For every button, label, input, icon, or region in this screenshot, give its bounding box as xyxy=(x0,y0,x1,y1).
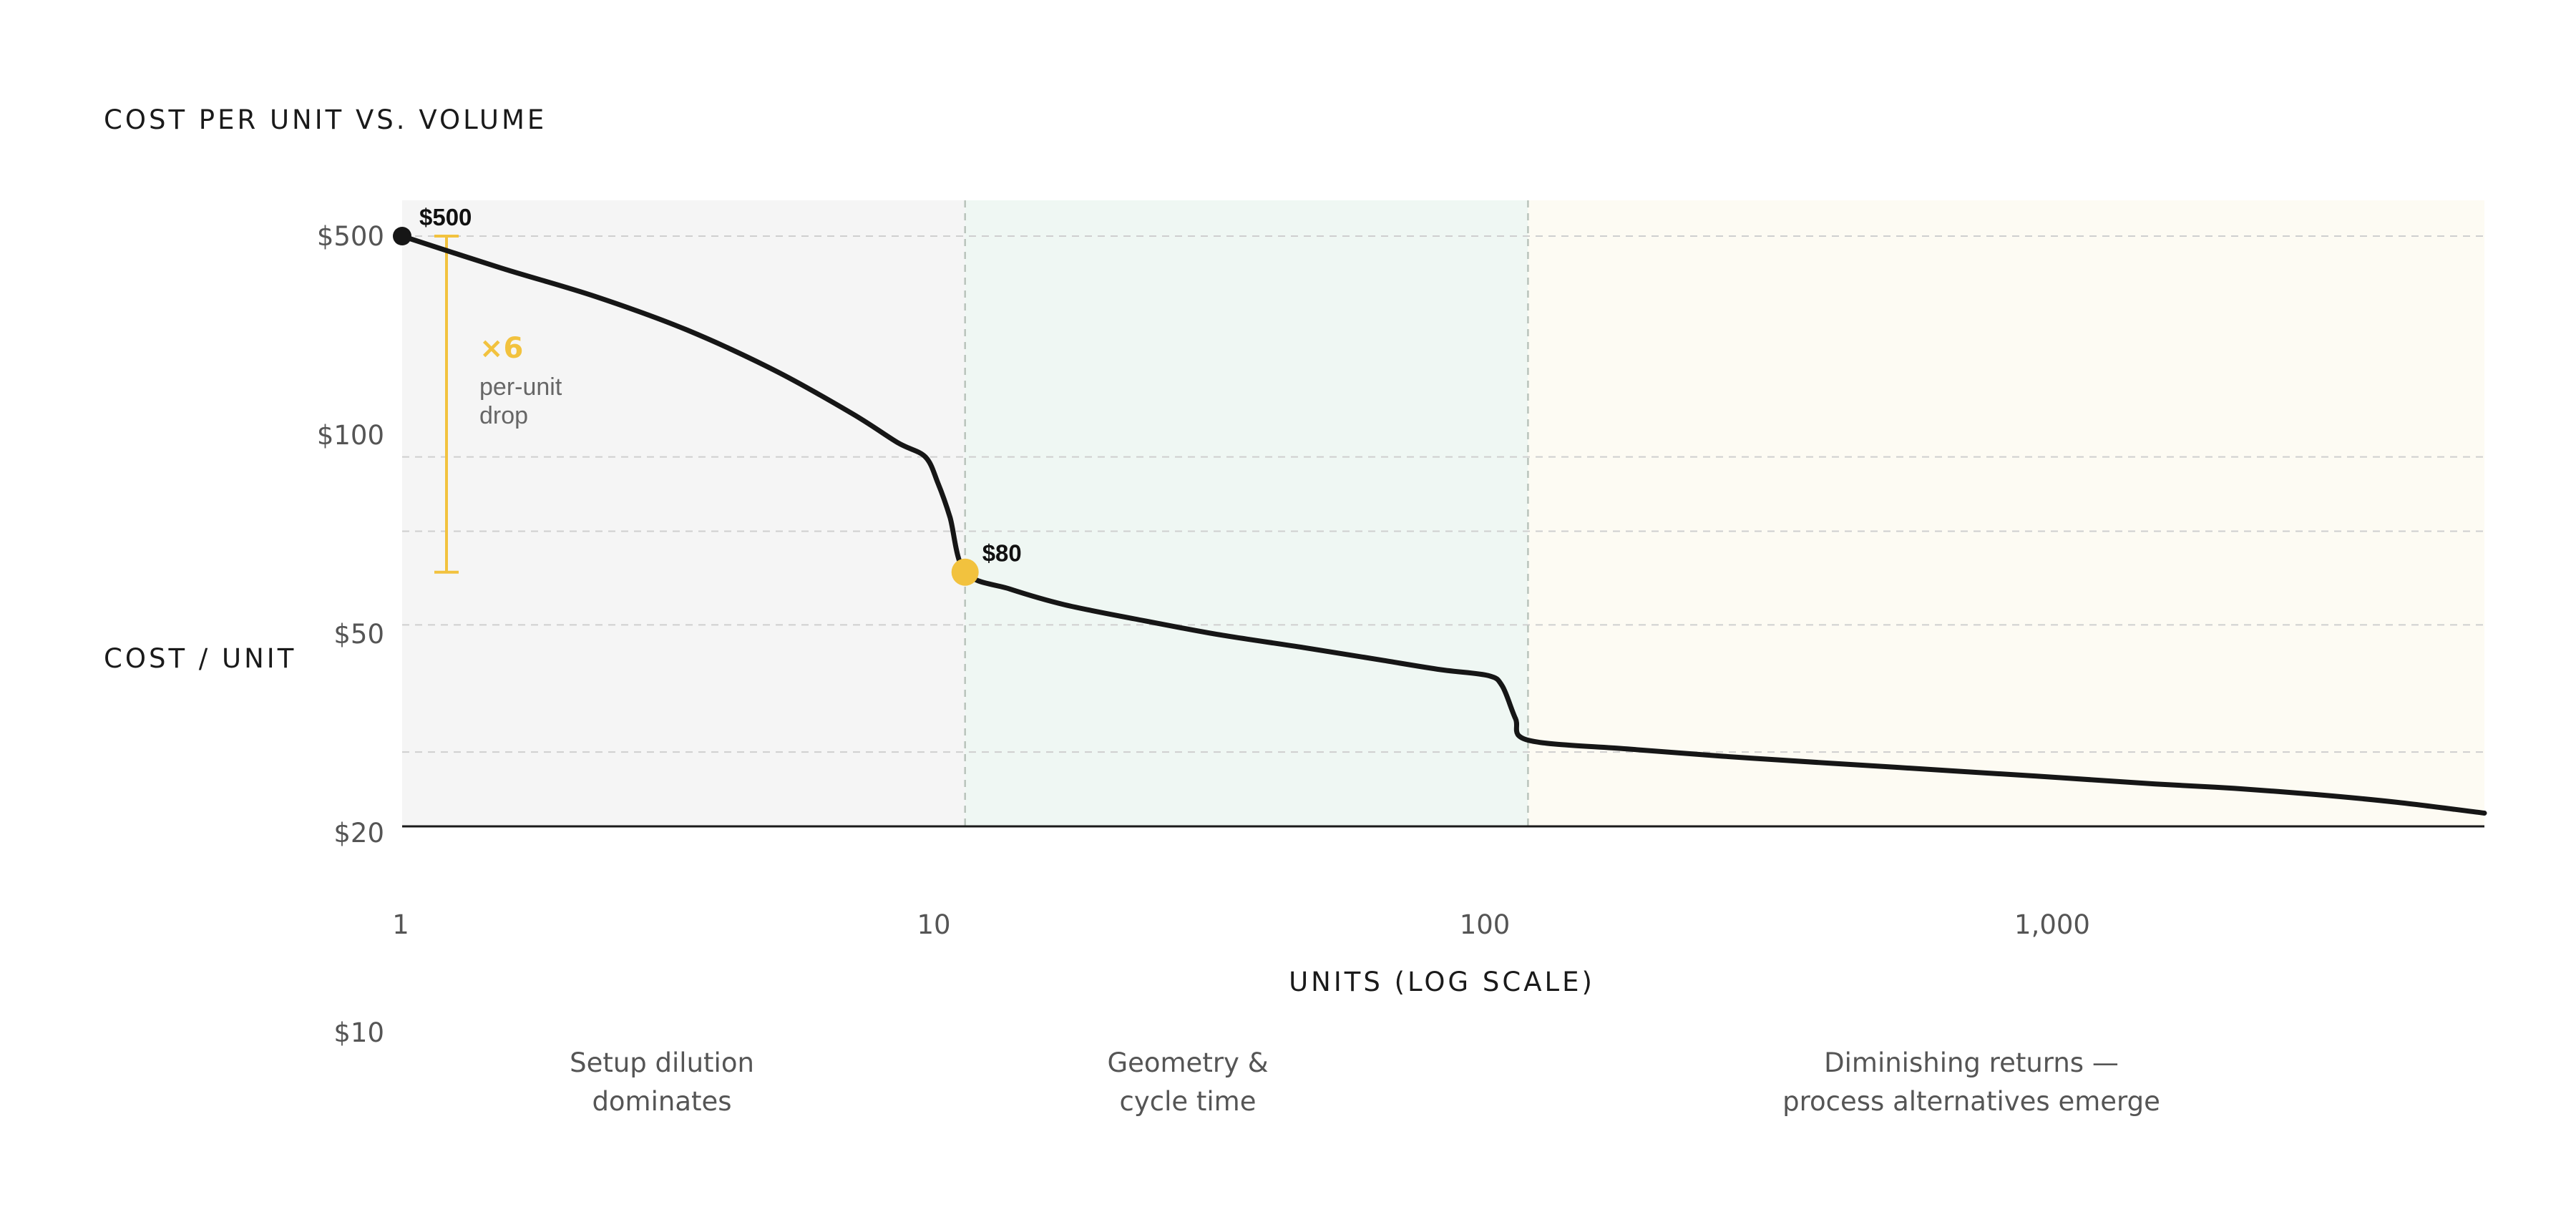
drop-caption-line-1: per-unit xyxy=(479,373,562,401)
x-tick-labels: 1 10 100 1,000 xyxy=(392,909,2090,940)
chart-title: COST PER UNIT VS. VOLUME xyxy=(104,104,547,135)
y-tick-label-500: $500 xyxy=(317,221,384,252)
y-tick-label-20: $20 xyxy=(333,818,384,849)
x-tick-label-10: 10 xyxy=(917,909,950,940)
data-label-500: $500 xyxy=(419,204,472,230)
x-tick-label-1000: 1,000 xyxy=(2014,909,2090,940)
x-tick-label-100: 100 xyxy=(1460,909,1511,940)
region-label-3-line-2: process alternatives emerge xyxy=(1782,1086,2160,1117)
marker-highlight-point xyxy=(951,558,979,586)
region-label-2-line-1: Geometry & xyxy=(1107,1047,1268,1078)
region-label-1-line-1: Setup dilution xyxy=(570,1047,754,1078)
region-label-2-line-2: cycle time xyxy=(1120,1086,1257,1117)
cost-curve-line xyxy=(399,233,2487,816)
data-label-80: $80 xyxy=(982,540,1022,567)
region-background-3 xyxy=(1528,200,2484,826)
y-tick-label-10: $10 xyxy=(333,1017,384,1048)
x-tick-label-1: 1 xyxy=(392,909,409,940)
y-tick-labels: $500 $100 $50 $20 $10 xyxy=(317,221,384,1048)
region-labels: Setup dilution dominates Geometry & cycle t… xyxy=(570,1047,2160,1117)
marker-start-point xyxy=(393,227,411,245)
region-backgrounds xyxy=(402,200,2484,826)
y-axis-title: COST / UNIT xyxy=(104,643,296,674)
region-background-1 xyxy=(402,200,965,826)
y-tick-label-100: $100 xyxy=(317,420,384,451)
region-label-3-line-1: Diminishing returns — xyxy=(1824,1047,2119,1078)
region-label-1-line-2: dominates xyxy=(592,1086,731,1117)
region-background-2 xyxy=(965,200,1528,826)
y-tick-label-50: $50 xyxy=(333,619,384,650)
region-boundaries xyxy=(964,200,1529,826)
x-axis-title: UNITS (LOG SCALE) xyxy=(1289,967,1595,997)
point-markers: $500 $80 xyxy=(393,204,1022,586)
drop-factor-label: ×6 xyxy=(479,332,523,365)
drop-caption-line-2: drop xyxy=(479,402,528,429)
